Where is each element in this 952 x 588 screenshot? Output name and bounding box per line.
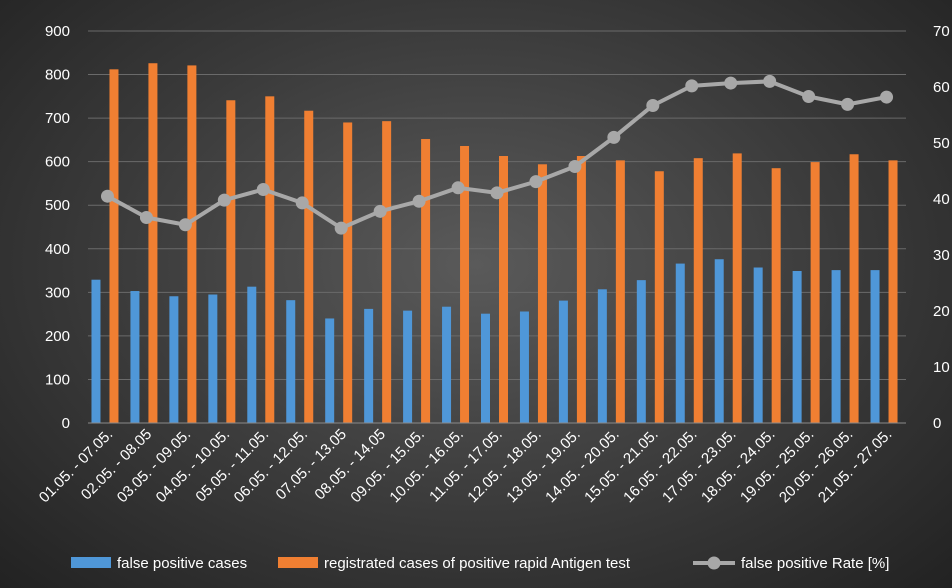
legend-marker-false-positive-rate xyxy=(707,556,721,570)
legend-label-false-positive-rate: false positive Rate [%] xyxy=(741,555,889,572)
bar-registrated-cases xyxy=(460,145,470,423)
y-tick-label: 600 xyxy=(45,154,70,171)
bar-registrated-cases xyxy=(771,168,781,423)
bar-false-positive-cases xyxy=(403,310,413,423)
point-false-positive-rate xyxy=(802,90,816,104)
bar-false-positive-cases xyxy=(597,289,607,423)
point-false-positive-rate xyxy=(295,196,309,210)
point-false-positive-rate xyxy=(100,189,114,203)
bar-registrated-cases xyxy=(343,122,353,423)
point-false-positive-rate xyxy=(334,221,348,235)
bar-registrated-cases xyxy=(109,69,119,423)
bar-false-positive-cases xyxy=(286,300,296,423)
bar-registrated-cases xyxy=(499,156,508,423)
y2-tick-label: 50 xyxy=(933,135,950,152)
point-false-positive-rate xyxy=(529,175,543,189)
point-false-positive-rate xyxy=(724,76,738,90)
point-false-positive-rate xyxy=(607,130,621,144)
bar-registrated-cases xyxy=(693,158,703,423)
bar-false-positive-cases xyxy=(753,267,763,423)
y-tick-label: 800 xyxy=(45,67,70,84)
bar-false-positive-cases xyxy=(91,279,101,423)
bar-registrated-cases xyxy=(382,121,392,423)
bar-registrated-cases xyxy=(265,96,275,423)
bar-false-positive-cases xyxy=(870,270,880,423)
point-false-positive-rate xyxy=(139,210,153,224)
bar-registrated-cases xyxy=(421,139,431,424)
point-false-positive-rate xyxy=(841,97,855,111)
bar-false-positive-cases xyxy=(364,308,374,423)
y-tick-label: 0 xyxy=(62,415,70,432)
y2-tick-label: 20 xyxy=(933,303,950,320)
y2-tick-label: 10 xyxy=(933,359,950,376)
bar-registrated-cases xyxy=(148,63,158,423)
point-false-positive-rate xyxy=(412,194,426,208)
legend-label-registrated-cases: registrated cases of positive rapid Anti… xyxy=(324,555,631,572)
bar-registrated-cases xyxy=(888,160,898,424)
bar-registrated-cases xyxy=(226,100,236,424)
bar-registrated-cases xyxy=(576,156,586,423)
point-false-positive-rate xyxy=(646,98,660,112)
y2-tick-label: 70 xyxy=(933,23,950,40)
bar-false-positive-cases xyxy=(558,300,568,423)
point-false-positive-rate xyxy=(490,186,504,200)
bar-registrated-cases xyxy=(654,171,664,423)
y-tick-label: 700 xyxy=(45,110,70,127)
bar-registrated-cases xyxy=(810,162,820,423)
y-tick-label: 900 xyxy=(45,23,70,40)
y-tick-label: 400 xyxy=(45,241,70,258)
bar-false-positive-cases xyxy=(714,259,724,423)
bar-false-positive-cases xyxy=(636,280,646,423)
bar-false-positive-cases xyxy=(247,286,257,423)
y2-tick-label: 30 xyxy=(933,247,950,264)
bar-registrated-cases xyxy=(537,164,547,423)
point-false-positive-rate xyxy=(256,182,270,196)
bar-false-positive-cases xyxy=(831,270,841,423)
legend-swatch-registrated-cases xyxy=(278,557,318,568)
bar-registrated-cases xyxy=(732,153,742,423)
point-false-positive-rate xyxy=(217,193,231,207)
y-tick-label: 200 xyxy=(45,328,70,345)
bar-false-positive-cases xyxy=(442,306,452,423)
bar-false-positive-cases xyxy=(208,294,218,423)
y2-tick-label: 40 xyxy=(933,191,950,208)
point-false-positive-rate xyxy=(451,181,465,195)
bar-false-positive-cases xyxy=(675,263,685,423)
bar-registrated-cases xyxy=(849,154,859,424)
y2-tick-label: 60 xyxy=(933,79,950,96)
point-false-positive-rate xyxy=(880,90,894,104)
bar-false-positive-cases xyxy=(325,318,335,423)
bar-false-positive-cases xyxy=(130,291,140,423)
legend-label-false-positive-cases: false positive cases xyxy=(117,555,247,572)
y-tick-label: 500 xyxy=(45,197,70,214)
point-false-positive-rate xyxy=(568,160,582,174)
point-false-positive-rate xyxy=(373,204,387,218)
point-false-positive-rate xyxy=(685,79,699,93)
bar-registrated-cases xyxy=(187,65,197,424)
point-false-positive-rate xyxy=(178,218,192,232)
bar-false-positive-cases xyxy=(169,296,179,423)
y-tick-label: 100 xyxy=(45,371,70,388)
bar-false-positive-cases xyxy=(481,313,490,423)
bar-false-positive-cases xyxy=(792,270,802,423)
legend-swatch-false-positive-cases xyxy=(71,557,111,568)
y2-tick-label: 0 xyxy=(933,415,941,432)
point-false-positive-rate xyxy=(763,74,777,88)
y-tick-label: 300 xyxy=(45,284,70,301)
bar-registrated-cases xyxy=(615,160,625,424)
bar-false-positive-cases xyxy=(519,311,529,423)
bar-registrated-cases xyxy=(304,110,314,423)
